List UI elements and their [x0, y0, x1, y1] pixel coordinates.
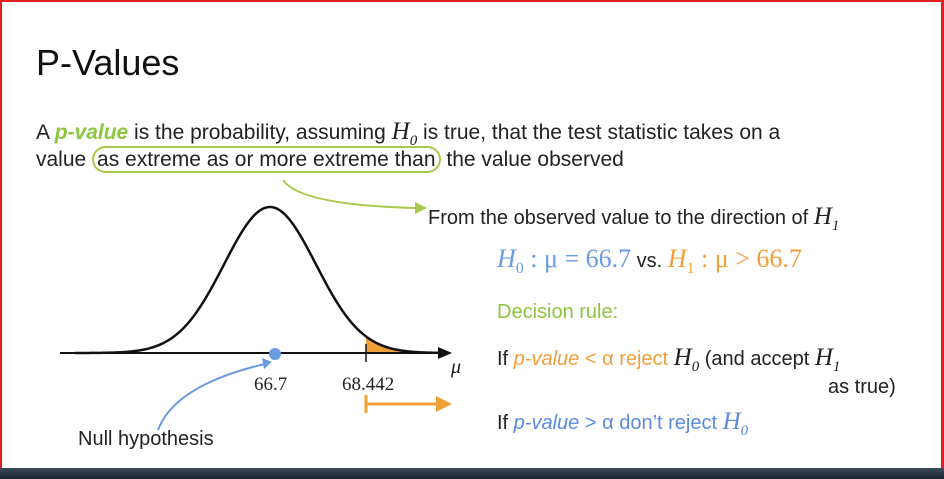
null-hypothesis-arrowhead [262, 358, 272, 369]
vs-text: vs. [631, 250, 668, 272]
h0-symbol: H0 [391, 118, 418, 149]
callout-arrowhead [415, 202, 427, 214]
definition-middle-2: is true, that the test statistic takes o… [417, 121, 781, 144]
definition-line2-start: value [36, 148, 93, 171]
null-hypothesis: H0 : μ = 66.7 [497, 244, 632, 278]
decision-rule-1: If p-value < α reject H0 (and accept H1 [497, 344, 841, 375]
x-axis-arrowhead [438, 347, 452, 359]
direction-arrow-head [436, 396, 452, 412]
h1-symbol: H1 [813, 203, 840, 234]
normal-curve [75, 205, 440, 355]
hypotheses-line: H0 : μ = 66.7 vs. H1 : μ > 66.7 [497, 244, 802, 278]
direction-note: From the observed value to the direction… [428, 203, 840, 234]
tick-label-observed: 68.442 [342, 374, 395, 395]
definition-line-1: A p-value is the probability, assuming H… [36, 118, 780, 150]
definition-line2-end: the value observed [440, 148, 624, 171]
alt-hypothesis: H1 : μ > 66.7 [667, 244, 802, 278]
null-hypothesis-arrow [157, 363, 266, 431]
axis-variable-label: μ [451, 356, 462, 378]
window-bottom-bar [0, 468, 944, 479]
decision-rule-2: If p-value > α don’t reject H0 [497, 408, 749, 439]
slide-title: P-Values [36, 42, 180, 83]
null-hypothesis-label: Null hypothesis [78, 428, 214, 450]
definition-line-2: value as extreme as or more extreme than… [36, 146, 624, 173]
tick-label-null: 66.7 [254, 374, 288, 395]
decision-rule-label: Decision rule: [497, 301, 619, 323]
definition-middle-1: is the probability, assuming [128, 121, 392, 144]
decision-rule-1-continued: as true) [828, 376, 896, 398]
callout-curve [282, 179, 416, 209]
circled-phrase: as extreme as or more extreme than [92, 146, 441, 173]
definition-prefix: A [36, 121, 55, 144]
p-value-term: p-value [54, 121, 129, 144]
null-mean-point [269, 348, 281, 360]
shaded-tail-area [366, 336, 440, 353]
